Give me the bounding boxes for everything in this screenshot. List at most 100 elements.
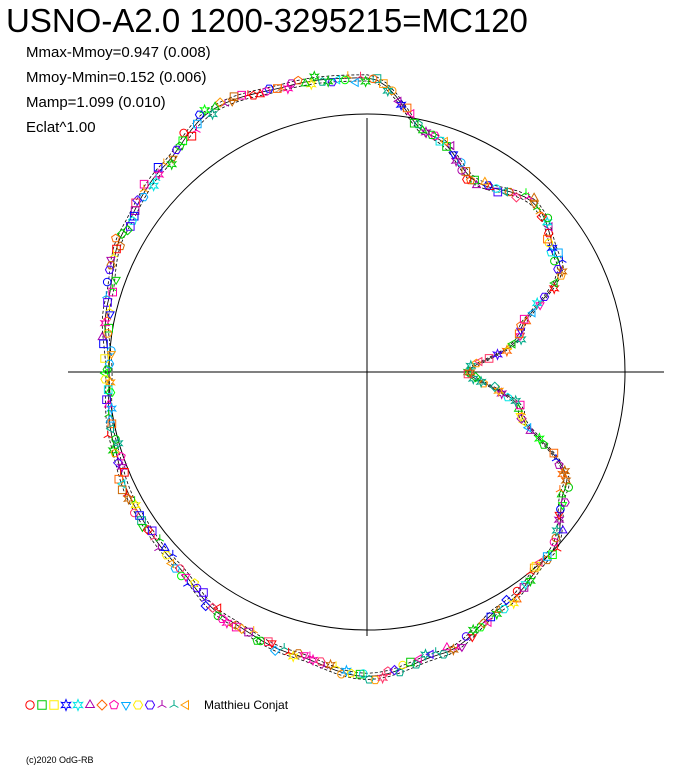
data-point bbox=[531, 561, 541, 571]
data-point bbox=[111, 276, 121, 286]
data-point bbox=[507, 339, 516, 349]
data-point bbox=[504, 187, 514, 197]
data-point bbox=[558, 524, 568, 534]
data-point bbox=[470, 175, 479, 185]
data-point bbox=[409, 118, 419, 128]
data-point bbox=[478, 617, 489, 629]
data-point bbox=[229, 92, 239, 101]
data-point bbox=[466, 175, 476, 185]
data-point bbox=[116, 460, 128, 474]
data-point bbox=[337, 669, 346, 679]
data-point bbox=[356, 71, 365, 80]
data-point bbox=[331, 661, 341, 669]
legend-symbol bbox=[96, 699, 108, 711]
data-point bbox=[379, 79, 388, 88]
data-point bbox=[122, 492, 135, 506]
data-point bbox=[486, 612, 496, 622]
data-point bbox=[461, 632, 471, 641]
data-point bbox=[448, 151, 459, 160]
data-point bbox=[248, 90, 258, 100]
legend-symbol bbox=[37, 700, 47, 710]
data-point bbox=[117, 485, 127, 495]
data-point bbox=[231, 622, 241, 632]
polar-plot bbox=[68, 70, 664, 685]
legend-symbol bbox=[180, 699, 189, 711]
data-point bbox=[135, 511, 144, 520]
data-point bbox=[519, 314, 529, 324]
data-point bbox=[555, 485, 565, 493]
data-point bbox=[473, 356, 483, 367]
data-point bbox=[137, 524, 148, 533]
data-point bbox=[521, 315, 532, 325]
fit-curve-bound bbox=[107, 80, 565, 674]
data-point bbox=[111, 233, 121, 243]
legend-symbol bbox=[157, 700, 167, 708]
data-point bbox=[553, 544, 562, 552]
data-point bbox=[360, 75, 372, 88]
data-point bbox=[299, 652, 309, 661]
data-point bbox=[100, 354, 109, 363]
data-point bbox=[431, 647, 440, 655]
legend-symbol bbox=[109, 699, 119, 710]
data-point bbox=[346, 668, 356, 678]
data-point bbox=[549, 278, 558, 288]
data-point bbox=[120, 468, 129, 477]
data-point bbox=[227, 98, 237, 107]
data-point bbox=[457, 644, 467, 653]
data-point bbox=[221, 616, 233, 630]
data-point bbox=[155, 534, 165, 542]
data-point bbox=[324, 658, 337, 672]
data-point bbox=[293, 75, 303, 85]
data-point bbox=[177, 571, 186, 581]
data-point bbox=[420, 126, 432, 139]
data-point bbox=[496, 387, 508, 400]
data-point bbox=[273, 84, 282, 93]
data-point bbox=[103, 430, 112, 439]
data-point bbox=[193, 119, 202, 129]
data-point bbox=[255, 88, 266, 98]
data-point bbox=[112, 244, 121, 254]
data-point bbox=[159, 158, 169, 166]
data-point bbox=[402, 103, 412, 113]
data-point bbox=[207, 602, 219, 614]
data-point bbox=[161, 551, 172, 560]
data-point bbox=[529, 200, 540, 210]
data-point bbox=[206, 107, 219, 121]
data-point bbox=[103, 298, 112, 307]
data-point bbox=[554, 511, 564, 521]
data-point bbox=[116, 451, 126, 461]
data-point bbox=[293, 649, 304, 658]
data-point bbox=[377, 671, 389, 685]
data-point bbox=[442, 641, 452, 651]
data-point bbox=[533, 432, 545, 445]
data-point bbox=[178, 136, 188, 146]
data-point bbox=[514, 329, 524, 339]
legend-symbol bbox=[132, 700, 144, 710]
fit-curves bbox=[101, 74, 571, 680]
data-point bbox=[106, 261, 116, 270]
data-point bbox=[128, 216, 138, 225]
data-point bbox=[300, 77, 311, 87]
data-point bbox=[560, 474, 572, 487]
data-point bbox=[269, 645, 281, 657]
data-point bbox=[527, 307, 536, 318]
legend-symbol bbox=[169, 700, 179, 708]
data-point bbox=[395, 98, 407, 112]
data-point bbox=[531, 296, 543, 310]
legend-symbol bbox=[72, 698, 84, 712]
data-point bbox=[236, 623, 247, 635]
data-point bbox=[475, 375, 487, 389]
legend-symbol bbox=[120, 702, 132, 711]
data-point bbox=[104, 376, 116, 389]
data-point bbox=[511, 191, 522, 203]
data-point bbox=[465, 359, 477, 373]
data-point bbox=[106, 256, 116, 266]
data-point bbox=[467, 372, 479, 385]
data-point bbox=[553, 513, 565, 526]
data-point bbox=[475, 623, 486, 632]
data-point bbox=[430, 131, 440, 140]
data-point bbox=[102, 395, 111, 404]
data-point bbox=[543, 234, 552, 244]
data-point bbox=[194, 110, 205, 119]
observer-name: Matthieu Conjat bbox=[204, 698, 289, 712]
